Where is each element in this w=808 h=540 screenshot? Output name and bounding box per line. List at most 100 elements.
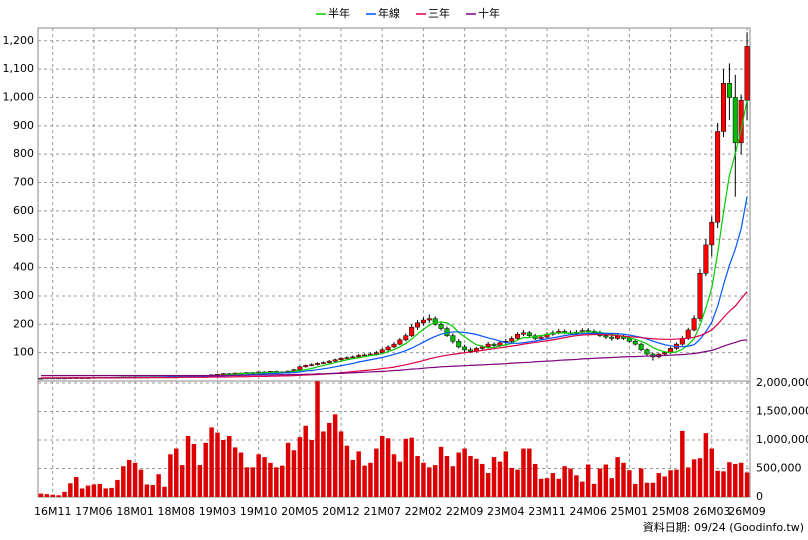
volume-bar (497, 461, 503, 497)
volume-bar (74, 477, 79, 497)
candle-body (638, 343, 644, 351)
volume-bar (209, 427, 214, 497)
volume-bar (197, 465, 203, 497)
volume-bar (126, 459, 132, 497)
volume-bar (221, 439, 226, 497)
volume-bar (444, 455, 450, 497)
volume-bar (491, 457, 497, 497)
y-tick-label: 600 (13, 204, 34, 217)
volume-bar (268, 462, 273, 497)
volume-bar (574, 475, 579, 497)
volume-bar (297, 437, 303, 497)
x-tick-label: 23M11 (528, 505, 566, 518)
x-tick-label: 22M09 (446, 505, 484, 518)
candle-body (438, 324, 444, 329)
x-tick-label: 22M02 (405, 505, 443, 518)
volume-bar (285, 442, 291, 497)
volume-bar (44, 494, 50, 497)
volume-bar (456, 452, 461, 497)
volume-bar (374, 448, 379, 497)
volume-bar (385, 438, 391, 497)
legend-label: 年線 (378, 6, 400, 20)
y-tick-label: 200 (13, 317, 34, 330)
volume-bar (256, 454, 261, 497)
volume-bar (321, 431, 326, 497)
volume-bar (627, 470, 632, 497)
y-tick-label: 1,200 (3, 34, 35, 47)
volume-bar (238, 452, 244, 497)
candle-body (420, 319, 426, 324)
candle-body (320, 362, 326, 364)
candle-body (479, 346, 485, 349)
candle-body (450, 335, 456, 342)
volume-bar (132, 462, 138, 497)
y2-tick-label: 0 (756, 490, 763, 503)
volume-bar (603, 464, 609, 497)
x-tick-label: 18M08 (158, 505, 196, 518)
volume-bar (509, 467, 514, 497)
candle-body (626, 338, 632, 342)
volume-bar (350, 459, 356, 497)
volume-bar (609, 478, 614, 497)
volume-bar (379, 436, 385, 497)
volume-bar (115, 479, 120, 497)
volume-bar (391, 454, 397, 497)
candle-body (403, 335, 409, 341)
volume-bar (538, 478, 544, 497)
x-tick-label: 26M03 (693, 505, 731, 518)
volume-bar (185, 436, 191, 497)
candle-body (315, 363, 320, 365)
price-panel (37, 27, 751, 382)
candle-body (379, 349, 385, 353)
volume-bar (556, 478, 561, 497)
volume-bar (103, 488, 108, 497)
candle-body (697, 273, 703, 319)
candle-body (726, 83, 732, 98)
footnote: 資料日期: 09/24 (Goodinfo.tw) (643, 520, 804, 534)
volume-bar (244, 467, 250, 497)
volume-bar (262, 457, 267, 497)
x-tick-label: 19M10 (240, 505, 278, 518)
candle-body (462, 346, 468, 351)
volume-bar (191, 443, 197, 497)
y-tick-label: 700 (13, 176, 34, 189)
volume-bar (697, 458, 703, 497)
candle-body (632, 341, 638, 345)
legend-label: 三年 (428, 6, 450, 20)
volume-bar (597, 468, 603, 497)
ma-line (40, 291, 748, 379)
volume-bar (309, 439, 314, 497)
volume-bar (709, 448, 714, 497)
volume-bar (738, 462, 744, 497)
x-tick-label: 24M06 (569, 505, 607, 518)
volume-bar (621, 462, 626, 497)
volume-bar (327, 422, 332, 497)
volume-bar (62, 491, 67, 497)
volume-bar (521, 448, 526, 497)
volume-bar (162, 486, 167, 497)
volume-bar (591, 483, 597, 497)
volume-bar (79, 488, 85, 497)
y2-tick-label: 1,000,000 (756, 433, 808, 446)
volume-bar (85, 485, 91, 497)
volume-bar (462, 448, 467, 497)
candle-body (338, 358, 344, 360)
volume-bar (144, 484, 150, 497)
x-tick-label: 21M07 (363, 505, 401, 518)
candle-body (615, 335, 621, 339)
volume-bar (203, 442, 208, 497)
volume-bar (503, 451, 509, 497)
candle-body (703, 244, 709, 274)
y-tick-label: 1,000 (3, 90, 35, 103)
candle-body (385, 346, 391, 351)
volume-bar (68, 483, 73, 497)
x-tick-label: 25M08 (652, 505, 690, 518)
candle-body (362, 354, 368, 357)
candle-body (391, 343, 397, 348)
volume-bar (56, 495, 61, 497)
y2-tick-label: 2,000,000 (756, 376, 808, 389)
volume-bar (338, 431, 344, 497)
x-tick-label: 25M01 (611, 505, 649, 518)
volume-bar (474, 458, 479, 497)
candle-body (526, 332, 532, 336)
